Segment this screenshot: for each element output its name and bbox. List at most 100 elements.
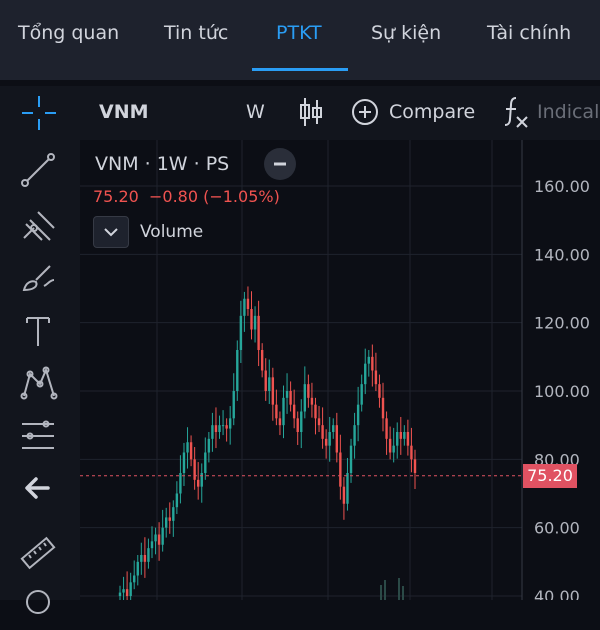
candle-body [175,493,179,508]
candle-body [381,397,385,419]
candle-body [154,534,157,542]
candle-body [243,298,246,316]
candle-body [317,418,321,426]
y-tick-label: 160.00 [534,177,590,196]
more-tools-icon[interactable] [16,586,60,630]
candles-icon[interactable] [298,96,324,128]
y-tick-label: 60.00 [534,519,580,538]
candle-body [300,411,303,432]
candle-body [140,555,143,562]
candle-body [353,425,356,446]
candle-body [328,432,331,446]
candle-body [321,425,324,439]
ruler-icon[interactable] [16,532,60,576]
candle-body [374,370,378,385]
compare-button[interactable]: Compare [389,101,476,123]
candle-body [332,425,335,432]
candle-body [122,589,125,593]
candle-body [157,534,161,545]
candle-body [168,517,171,521]
candle-body [211,425,214,439]
candle-body [221,425,225,427]
candle-body [413,459,417,473]
tab-su-kien[interactable]: Sự kiện [371,22,442,44]
fx-icon[interactable] [502,95,530,129]
candle-body [129,582,132,596]
candle-body [396,432,399,446]
candle-body [342,486,346,504]
candle-body [161,527,164,545]
back-arrow-icon[interactable] [16,466,60,510]
candle-body [133,575,136,583]
y-tick-label: 40.00 [534,587,580,600]
active-tab-indicator [252,68,348,71]
crosshair-icon[interactable] [18,92,60,134]
candle-body [232,391,235,419]
trend-line-icon[interactable] [16,148,60,192]
candle-body [349,445,353,473]
candle-body [268,377,271,391]
candle-body [250,309,253,330]
last-price-badge: 75.20 [523,463,577,488]
volume-bar [380,585,382,600]
chart-toolbar: VNM W Compare Indical [0,86,600,140]
plus-circle-icon[interactable] [351,98,379,126]
chevron-down-icon[interactable] [93,216,129,248]
interval-button[interactable]: W [246,101,265,123]
candle-body [228,418,232,429]
candle-body [239,315,243,350]
tab-tin-tuc[interactable]: Tin tức [164,22,229,44]
y-tick-label: 140.00 [534,245,590,264]
candle-body [289,391,292,405]
candle-body [264,370,267,391]
candle-body [147,548,150,562]
candle-body [253,315,257,330]
candle-body [367,356,370,364]
candle-body [200,473,203,487]
candle-body [339,452,342,487]
symbol-button[interactable]: VNM [99,101,149,123]
pattern-icon[interactable] [16,362,60,406]
candle-body [292,404,296,419]
top-tab-bar: Tổng quan Tin tức PTKT Sự kiện Tài chính [0,0,600,80]
price-chart[interactable]: 160.00 140.00 120.00 100.00 80.00 60.00 40.00 … [80,140,600,600]
candle-body [282,397,285,426]
tab-ptkt[interactable]: PTKT [276,22,322,44]
volume-bar [398,578,400,600]
tab-tai-chinh[interactable]: Tài chính [487,22,572,44]
volume-bar [384,580,386,600]
candle-body [186,442,189,453]
candle-body [385,418,388,439]
candle-body [165,517,168,528]
candle-body [271,377,275,405]
candle-body [296,418,299,432]
fib-icon[interactable] [16,414,60,458]
candle-body [125,589,129,596]
price-change-readout: 75.20 −0.80 (−1.05%) [93,187,280,206]
candle-body [218,425,221,432]
candle-body [150,541,154,549]
candle-body [324,438,328,446]
volume-bar [402,586,404,600]
minus-icon[interactable] [264,148,296,180]
candle-body [403,432,406,439]
candle-body [364,363,367,385]
candle-body [246,298,250,309]
candle-body [189,442,193,460]
candle-body [360,384,363,405]
pitchfork-icon[interactable] [16,202,60,246]
candle-body [307,384,310,398]
indicators-button[interactable]: Indical [537,101,600,123]
candle-body [225,425,228,429]
candle-body [388,438,392,453]
candle-body [275,404,278,419]
brush-icon[interactable] [16,256,60,300]
tab-tong-quan[interactable]: Tổng quan [18,22,120,44]
chart-title: VNM · 1W · PS [95,153,230,175]
candle-body [399,432,402,439]
text-icon[interactable] [16,310,60,354]
candle-body [335,425,339,453]
candle-body [257,315,260,350]
candle-body [172,507,175,521]
